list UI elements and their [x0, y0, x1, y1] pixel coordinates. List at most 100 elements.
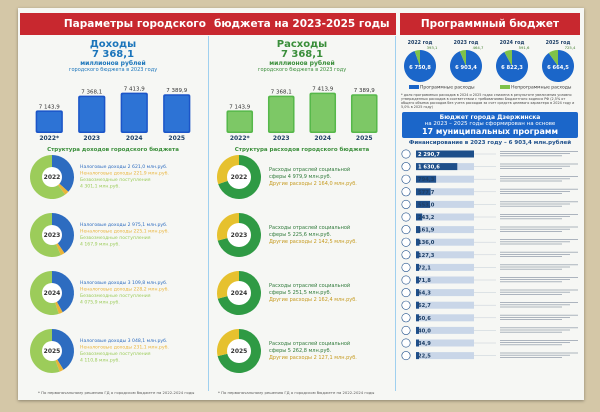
income-structure-line: Безвозмездные поступления	[80, 351, 151, 357]
nonprogram-value-label: 393,1	[427, 45, 438, 50]
program-bar-15	[416, 326, 419, 334]
bar-shine	[164, 95, 189, 132]
program-bar-value: 161,9	[418, 227, 435, 233]
donut-year-label: 2023	[44, 232, 61, 239]
title-banner-left: Параметры городского	[20, 13, 210, 35]
program-desc-line	[500, 339, 578, 341]
income-2024-slice-0	[52, 271, 75, 313]
program-bar-value: 794,3	[418, 177, 435, 183]
legend-program-label: Программные расходы	[419, 85, 475, 91]
program-desc-line	[500, 326, 578, 328]
bar-category-label: 2023	[273, 135, 290, 142]
program-bar-1	[416, 150, 474, 157]
program-icon	[401, 262, 411, 272]
program-desc-line	[500, 354, 570, 356]
program-icon	[401, 161, 411, 171]
program-icon	[401, 186, 411, 196]
program-desc-line	[500, 331, 562, 333]
title-right: Программный бюджет	[420, 18, 560, 30]
donut-hole	[42, 341, 62, 361]
expense-units: миллионов рублей	[269, 60, 335, 67]
program-desc-line	[500, 240, 570, 242]
program-bar-track	[416, 213, 474, 220]
income-total: 7 368,1	[91, 49, 135, 60]
program-year-label: 2025 год	[546, 40, 571, 46]
income-footnote: * По первоначальному решению ГД о городс…	[38, 390, 195, 395]
donut-hole	[42, 167, 62, 187]
income-structure-line: Налоговые доходы 3 109,8 млн.руб.	[80, 280, 167, 286]
program-fin-title: Финансирование в 2023 году – 6 903,4 млн…	[408, 139, 572, 146]
program-bar-value: 72,1	[418, 265, 431, 271]
program-bar-track	[416, 238, 474, 246]
program-year-label: 2022 год	[408, 40, 433, 46]
program-icon	[401, 149, 411, 158]
expense-structure-line: сферы 4 979,9 млн.руб.	[269, 174, 332, 180]
donut-year-label: 2022	[44, 174, 61, 181]
budget-sheet: Параметры городского бюджета на 2023-202…	[18, 8, 584, 400]
program-legend: Программные расходы Непрограммные расход…	[396, 85, 584, 91]
program-bar-value: 40,0	[418, 328, 431, 334]
program-bar-5	[416, 200, 431, 208]
nonprogram-value-label: 725,4	[565, 45, 576, 50]
expense-panel: Расходы 7 368,1 миллионов рублей городск…	[209, 38, 395, 398]
program-bar-2	[416, 162, 458, 170]
title-left: Параметры городского	[63, 18, 206, 30]
bar-value-label: 7 413,9	[124, 87, 145, 93]
program-bar-value: 1 630,6	[418, 164, 440, 170]
program-bar-track	[416, 175, 474, 183]
income-structure-line: Безвозмездные поступления	[80, 177, 151, 183]
bar-shine	[227, 111, 252, 132]
expense-structure-line: Расходы отраслей социальной	[269, 224, 350, 231]
income-2022-slice-0	[52, 155, 75, 192]
income-2025-slice-0	[52, 329, 75, 370]
income-structure-line: Налоговые доходы 2 975,1 млн.руб.	[80, 222, 167, 228]
program-icon	[401, 224, 411, 234]
income-bar-chart: 7 143,9 2022* 7 368,1 2023 7 413,9 2024 7 389,…	[35, 87, 191, 142]
bar-category-label: 2025	[356, 135, 373, 142]
donut-year-label: 2023	[231, 232, 248, 239]
income-structure-line: Безвозмездные поступления	[80, 235, 151, 241]
program-desc-line	[500, 318, 562, 320]
donut-year-label: 2022	[231, 174, 248, 181]
legend-program: Программные расходы	[408, 85, 475, 91]
program-financing-chart: 2 290,7 1 630,6 794,3 577,7 553,0 243,2 161,9 1…	[401, 149, 578, 360]
program-icon	[401, 174, 411, 184]
program-desc-line	[500, 243, 562, 244]
program-bar-track	[416, 250, 474, 258]
program-box-sub: на 2023 – 2025 годы сформирован на основ…	[424, 120, 556, 127]
bar-value-label: 7 389,9	[354, 88, 375, 94]
program-desc-line	[500, 316, 570, 318]
program-desc-line	[500, 238, 578, 240]
program-desc-line	[500, 203, 570, 204]
program-bar-value: 136,0	[418, 240, 435, 246]
program-box-title: Бюджет города Дзержинска	[439, 113, 541, 121]
program-desc-line	[500, 251, 578, 253]
program-desc-line	[500, 175, 578, 177]
program-desc-line	[500, 293, 562, 295]
program-desc-line	[500, 314, 578, 316]
program-desc-line	[500, 352, 578, 353]
program-bar-value: 62,7	[418, 303, 431, 309]
donut-year-label: 2024	[231, 290, 248, 297]
program-bar-value: 2 290,7	[418, 152, 440, 158]
program-bar-8	[416, 238, 420, 246]
program-desc-line	[500, 276, 578, 278]
bar-category-label: 2024	[314, 135, 331, 142]
income-structure-line: Неналоговые доходы 228,2 млн.руб.	[80, 287, 169, 293]
program-desc-line	[500, 163, 578, 164]
program-desc-line	[500, 341, 570, 343]
income-panel: Доходы 7 368,1 миллионов рублей городско…	[18, 38, 208, 398]
program-bar-track	[416, 276, 474, 283]
program-desc-line	[500, 280, 562, 282]
program-desc-line	[500, 154, 562, 156]
income-structure-line: Налоговые доходы 2 621,0 млн.руб.	[80, 164, 167, 170]
program-0-slice-1	[414, 50, 420, 66]
bar-value-label: 7 413,9	[312, 87, 333, 93]
income-structure-line: 4 075,9 млн.руб.	[80, 300, 120, 306]
program-desc-line	[500, 192, 562, 194]
bar-value-label: 7 143,9	[39, 104, 60, 110]
income-2023-slice-0	[52, 213, 74, 254]
income-structure-title: Структура доходов городского бюджета	[47, 147, 179, 153]
title-mid: бюджета на 2023-2025 годы	[214, 18, 390, 30]
program-desc-line	[500, 255, 562, 257]
